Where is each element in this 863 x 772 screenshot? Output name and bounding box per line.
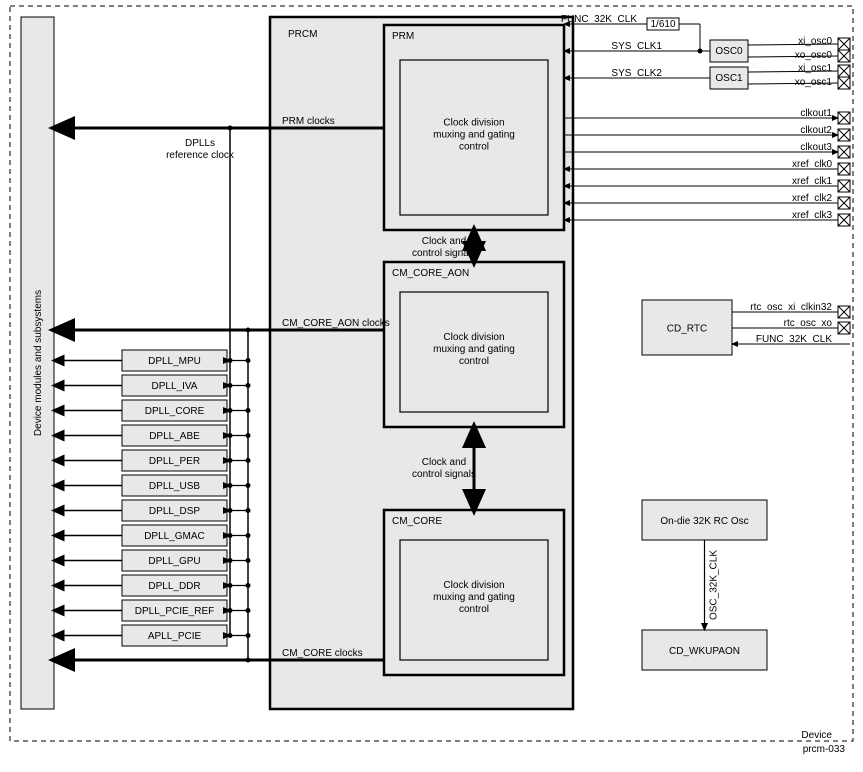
dpll-dpll_abe: DPLL_ABE	[149, 431, 200, 442]
func-32k-label: FUNC_32K_CLK	[561, 14, 637, 25]
xo-osc1-label: xo_osc1	[795, 77, 833, 88]
dpll-ref-label: DPLLsreference clock	[166, 138, 235, 161]
dpll-dpll_usb: DPLL_USB	[149, 481, 200, 492]
xref_clk0-label: xref_clk0	[792, 159, 832, 170]
cd-rtc-label: CD_RTC	[667, 324, 707, 335]
dpll-dpll_gpu: DPLL_GPU	[148, 556, 200, 567]
osc-32k-clk-label: OSC_32K_CLK	[709, 550, 720, 620]
prm-label: PRM	[392, 31, 414, 42]
dpll-dpll_gmac: DPLL_GMAC	[144, 531, 205, 542]
xi-osc1-label: xi_osc1	[798, 63, 832, 74]
dpll-dpll_pcie_ref: DPLL_PCIE_REF	[135, 606, 214, 617]
ondie-label: On-die 32K RC Osc	[660, 516, 748, 527]
cd-wkupaon-label: CD_WKUPAON	[669, 646, 740, 657]
dpll-dpll_mpu: DPLL_MPU	[148, 356, 201, 367]
rtc-0-label: rtc_osc_xi_clkin32	[750, 302, 832, 313]
sys-clk1-label: SYS_CLK1	[611, 41, 662, 52]
osc1-label: OSC1	[715, 73, 743, 84]
dpll-dpll_core: DPLL_CORE	[145, 406, 205, 417]
device-modules-label: Device modules and subsystems	[33, 290, 44, 436]
xref_clk1-label: xref_clk1	[792, 176, 832, 187]
xref_clk3-label: xref_clk3	[792, 210, 832, 221]
prm-clocks-label: PRM clocks	[282, 116, 335, 127]
cm-core-clocks-label: CM_CORE clocks	[282, 648, 363, 659]
dpll-dpll_ddr: DPLL_DDR	[148, 581, 200, 592]
rtc-1-label: rtc_osc_xo	[784, 318, 833, 329]
osc0-label: OSC0	[715, 46, 743, 57]
xref_clk2-label: xref_clk2	[792, 193, 832, 204]
cm-core-label: CM_CORE	[392, 516, 442, 527]
dpll-dpll_iva: DPLL_IVA	[152, 381, 198, 392]
cm-core-aon-label: CM_CORE_AON	[392, 268, 469, 279]
clkout2-label: clkout2	[800, 125, 832, 136]
device-label: Device	[801, 730, 832, 741]
dpll-dpll_per: DPLL_PER	[149, 456, 200, 467]
xi-osc0-label: xi_osc0	[798, 36, 832, 47]
clkout1-label: clkout1	[800, 108, 832, 119]
cm-aon-clocks-label: CM_CORE_AON clocks	[282, 318, 390, 329]
prcm-label: PRCM	[288, 29, 317, 40]
sys-clk2-label: SYS_CLK2	[611, 68, 662, 79]
xo-osc0-label: xo_osc0	[795, 50, 833, 61]
footer-id: prcm-033	[803, 744, 846, 755]
dpll-dpll_dsp: DPLL_DSP	[149, 506, 200, 517]
rtc-2-label: FUNC_32K_CLK	[756, 334, 832, 345]
dpll-apll_pcie: APLL_PCIE	[148, 631, 202, 642]
clkout3-label: clkout3	[800, 142, 832, 153]
divider-label: 1/610	[650, 19, 675, 30]
